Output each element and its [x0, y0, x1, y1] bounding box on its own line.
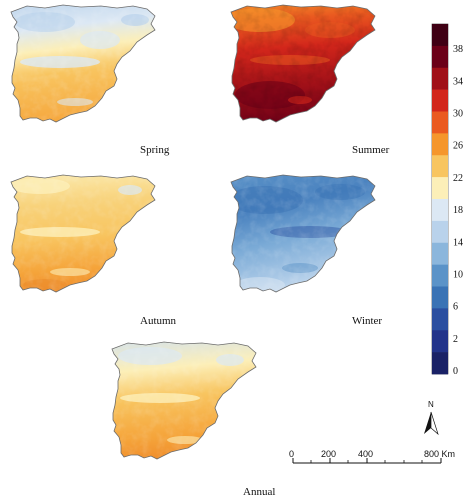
colorbar-swatch [432, 264, 448, 287]
map-annual: Annual [111, 341, 275, 498]
label-spring: Spring [140, 144, 170, 156]
colorbar-tick-label: 30 [453, 108, 463, 119]
colorbar-tick-label: 14 [453, 237, 463, 248]
colorbar-swatch [432, 199, 448, 222]
colorbar-swatch [432, 220, 448, 244]
colorbar-swatch [432, 330, 448, 353]
colorbar-swatch [432, 155, 448, 178]
colorbar-swatch [432, 352, 448, 375]
colorbar-tick-label: 0 [453, 366, 458, 377]
map-autumn: Autumn [10, 174, 177, 327]
colorbar-swatch [432, 242, 448, 265]
north-arrow-right-half [430, 411, 439, 436]
colorbar-swatch [432, 286, 448, 309]
map-summer: Summer [230, 4, 390, 156]
colorbar-tick-label: 6 [453, 302, 458, 313]
colorbar-swatch [432, 89, 448, 112]
north-arrow-left-half [424, 412, 431, 434]
north-arrow: N [424, 400, 439, 436]
scale-tick-200: 200 [321, 449, 336, 459]
label-winter: Winter [352, 315, 382, 327]
scale-tick-0: 0 [289, 449, 294, 459]
north-arrow-label: N [428, 400, 434, 409]
colorbar-swatch [432, 308, 448, 331]
colorbar-swatch [432, 177, 448, 200]
colorbar-tick-label: 2 [453, 334, 458, 345]
colorbar-swatch [432, 133, 448, 156]
scale-tick-800: 800 Km [424, 449, 455, 459]
colorbar-tick-label: 26 [453, 141, 463, 152]
map-winter: Winter [230, 174, 382, 327]
map-spring: Spring [10, 4, 170, 156]
label-annual: Annual [243, 486, 275, 498]
colorbar-swatch [432, 45, 448, 69]
colorbar-swatch [432, 24, 448, 47]
scale-tick-400: 400 [358, 449, 373, 459]
colorbar-legend: 38 34 30 26 22 18 14 10 6 2 0 [431, 23, 463, 377]
colorbar-swatch [432, 111, 448, 134]
colorbar-tick-label: 22 [453, 173, 463, 184]
colorbar-swatch [432, 67, 448, 90]
label-autumn: Autumn [140, 315, 177, 327]
label-summer: Summer [352, 144, 390, 156]
colorbar-tick-label: 18 [453, 205, 463, 216]
colorbar-tick-label: 38 [453, 44, 463, 55]
scale-bar: 0 200 400 800 Km [289, 449, 455, 464]
colorbar-tick-label: 34 [453, 76, 463, 87]
colorbar-tick-label: 10 [453, 269, 463, 280]
